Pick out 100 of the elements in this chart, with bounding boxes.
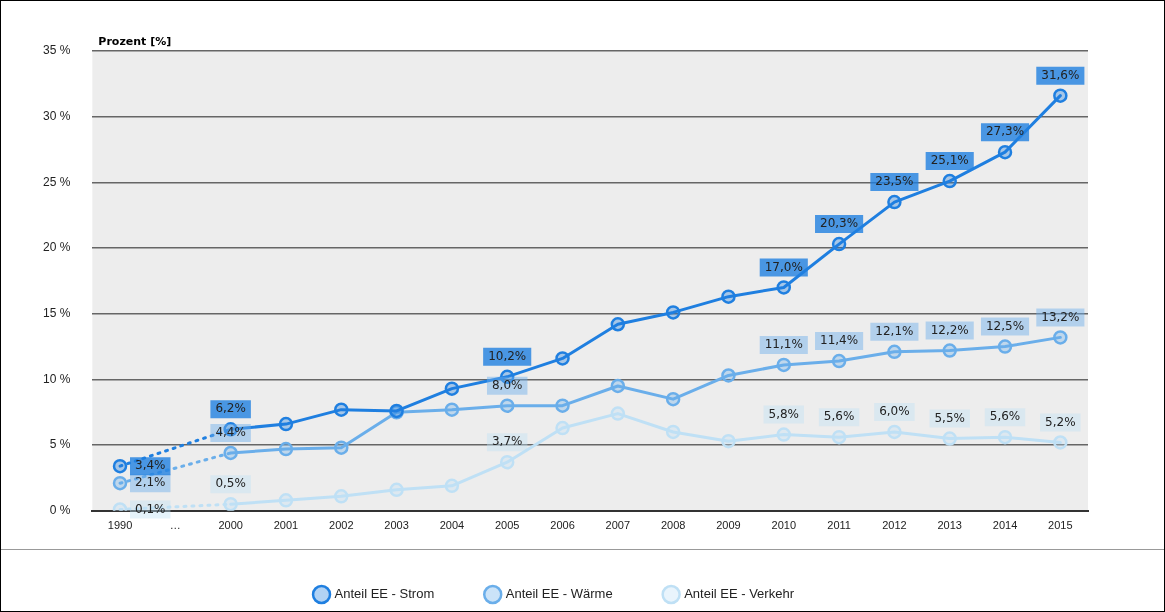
point xyxy=(334,489,349,504)
x-tick-label: 2011 xyxy=(827,519,851,532)
point xyxy=(997,429,1013,445)
y-tick-label: 20 % xyxy=(42,240,71,255)
point xyxy=(499,454,515,470)
x-tick-label: 2002 xyxy=(329,519,354,532)
x-tick-label: 2000 xyxy=(218,519,243,532)
point xyxy=(721,289,736,304)
legend-label: Anteil EE - Wärme xyxy=(505,586,613,602)
x-tick-label: 1990 xyxy=(107,519,133,532)
x-tick-label: 2012 xyxy=(882,519,907,532)
y-tick-label: 25 % xyxy=(42,174,71,189)
point xyxy=(610,406,626,421)
y-axis-title: Prozent [%] xyxy=(98,35,172,49)
y-tick-label: 10 % xyxy=(42,371,71,386)
data-label: 11,1% xyxy=(764,337,803,352)
point xyxy=(555,351,570,366)
point xyxy=(997,144,1013,160)
data-label: 23,5% xyxy=(875,174,914,189)
x-tick-label: 2004 xyxy=(439,519,465,532)
x-tick-label: 2014 xyxy=(992,519,1018,532)
data-label: 2,1% xyxy=(135,475,166,490)
point xyxy=(665,424,681,440)
point xyxy=(887,424,902,440)
point xyxy=(831,236,847,252)
data-label: 3,4% xyxy=(135,458,166,473)
data-label: 20,3% xyxy=(820,216,859,231)
data-label: 6,0% xyxy=(879,404,910,419)
data-label: 5,8% xyxy=(768,406,800,421)
data-label: 8,0% xyxy=(491,377,523,392)
x-tick-label: 2010 xyxy=(771,519,797,532)
y-tick-label: 0 % xyxy=(49,503,71,518)
y-tick-label: 15 % xyxy=(42,306,71,321)
point xyxy=(942,431,957,446)
point xyxy=(997,339,1013,354)
x-tick-label: 2007 xyxy=(605,519,631,532)
legend-label: Anteil EE - Strom xyxy=(334,586,435,602)
point xyxy=(555,420,570,436)
data-label: 5,2% xyxy=(1045,414,1076,429)
point xyxy=(610,378,626,394)
point xyxy=(334,440,349,455)
y-tick-label: 5 % xyxy=(49,437,71,452)
point xyxy=(444,381,460,396)
x-tick-label: … xyxy=(169,519,181,532)
point xyxy=(665,305,681,320)
data-label: 5,5% xyxy=(934,410,965,425)
data-label: 31,6% xyxy=(1041,67,1080,82)
point xyxy=(389,482,404,498)
data-label: 6,2% xyxy=(215,401,246,416)
data-label: 17,0% xyxy=(764,259,803,274)
data-label: 0,5% xyxy=(215,476,246,491)
data-label: 12,1% xyxy=(875,323,914,338)
data-label: 4,4% xyxy=(215,425,246,440)
point xyxy=(1053,88,1068,103)
point xyxy=(278,493,294,508)
point xyxy=(499,398,515,413)
x-tick-label: 2003 xyxy=(384,519,409,532)
point xyxy=(776,280,792,295)
point xyxy=(831,353,847,369)
x-tick-label: 2015 xyxy=(1048,519,1073,532)
y-tick-label: 35 % xyxy=(42,43,71,58)
point xyxy=(831,429,847,445)
point xyxy=(223,445,238,461)
point xyxy=(334,402,349,417)
data-label: 25,1% xyxy=(930,153,969,168)
point xyxy=(942,343,957,358)
point xyxy=(887,194,902,210)
y-tick-label: 30 % xyxy=(42,109,71,123)
x-tick-label: 2006 xyxy=(550,519,575,532)
data-label: 12,2% xyxy=(930,322,969,337)
data-label: 3,7% xyxy=(491,434,523,449)
point xyxy=(942,173,957,189)
point xyxy=(112,475,128,491)
point xyxy=(278,441,294,457)
point xyxy=(444,402,460,417)
point xyxy=(776,427,792,442)
point xyxy=(1053,330,1068,345)
x-tick-label: 2008 xyxy=(660,519,686,532)
point xyxy=(555,398,570,413)
point xyxy=(721,433,736,449)
point xyxy=(610,317,626,332)
point xyxy=(1053,435,1068,450)
point xyxy=(223,496,238,511)
x-tick-label: 2009 xyxy=(716,519,741,532)
point xyxy=(444,478,460,494)
x-tick-label: 2005 xyxy=(494,519,520,532)
data-label: 12,5% xyxy=(985,318,1025,333)
data-label: 5,6% xyxy=(823,409,855,424)
point xyxy=(112,458,128,474)
data-label: 27,3% xyxy=(985,124,1025,139)
point xyxy=(278,416,294,432)
point xyxy=(665,391,681,407)
data-label: 0,1% xyxy=(135,501,166,516)
x-tick-label: 2013 xyxy=(937,519,962,532)
point xyxy=(887,344,902,360)
x-tick-label: 2001 xyxy=(273,519,299,532)
point xyxy=(776,357,792,373)
data-label: 11,4% xyxy=(820,333,859,348)
data-label: 13,2% xyxy=(1041,309,1080,324)
data-label: 5,6% xyxy=(989,409,1021,424)
